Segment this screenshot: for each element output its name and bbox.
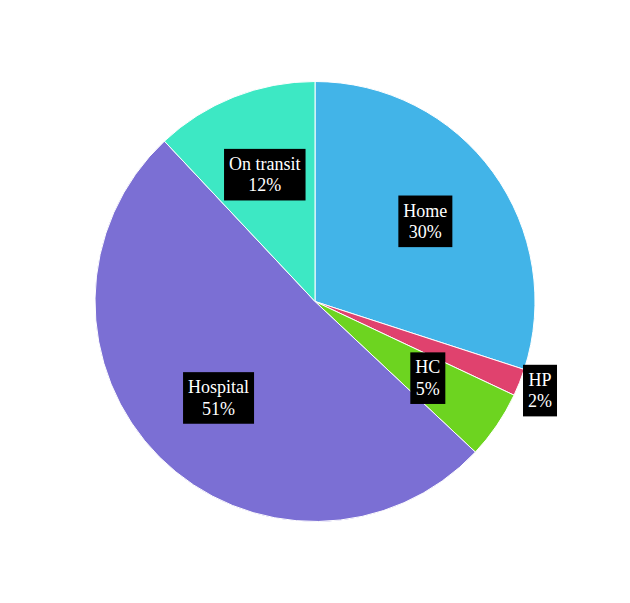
label-text: HC5% [415, 357, 440, 399]
label-box [183, 372, 254, 424]
label-value: 12% [248, 175, 281, 195]
label-category: HP [528, 370, 551, 390]
label-box [523, 365, 557, 417]
label-value: 30% [409, 222, 442, 242]
label-box [224, 149, 306, 201]
label-category: Hospital [188, 377, 249, 397]
data-label: Home30% [398, 196, 452, 248]
slices [95, 82, 535, 522]
label-value: 5% [416, 379, 440, 399]
label-value: 51% [202, 399, 235, 419]
label-box [398, 196, 452, 248]
background [0, 0, 630, 603]
label-text: HP2% [528, 370, 552, 412]
chart-container: Home30% HP2% HC5% Hospital51% On transit12% [0, 0, 630, 603]
pie-slice [164, 82, 315, 302]
chart-svg: Home30% HP2% HC5% Hospital51% On transit12% [0, 0, 630, 603]
label-category: On transit [229, 154, 301, 174]
data-label: On transit12% [224, 149, 306, 201]
label-text: Home30% [403, 201, 447, 243]
label-value: 2% [528, 391, 552, 411]
label-category: Home [403, 201, 447, 221]
data-label: Hospital51% [183, 372, 254, 424]
pie-slice [95, 141, 475, 521]
label-text: On transit12% [229, 154, 301, 196]
label-text: Hospital51% [188, 377, 249, 419]
label-category: HC [415, 357, 440, 377]
labels: Home30% HP2% HC5% Hospital51% On transit12% [183, 149, 557, 424]
data-label: HC5% [410, 352, 445, 404]
label-box [410, 352, 445, 404]
data-label: HP2% [523, 365, 557, 417]
